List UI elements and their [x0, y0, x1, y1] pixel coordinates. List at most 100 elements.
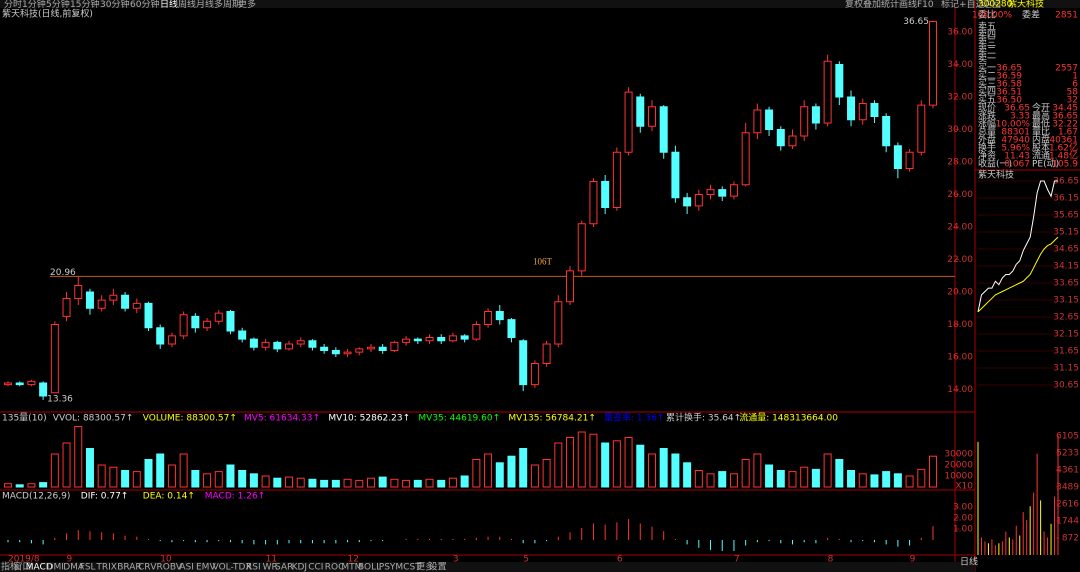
quote-cell: 换手 — [978, 142, 996, 154]
indicator-tab[interactable]: 更多 — [416, 561, 434, 572]
volume-bar — [601, 442, 610, 488]
volume-legend: 累计换手: 35.64↑ — [666, 412, 741, 424]
candle-body — [718, 189, 727, 197]
indicator-tab[interactable]: DMA — [63, 563, 85, 572]
toolbar-tab[interactable]: 日线 — [160, 0, 178, 10]
indicator-tab[interactable]: RSI — [246, 563, 261, 572]
toolbar-tab[interactable]: 15分钟 — [70, 0, 99, 10]
volume-legend: 135量(10) — [2, 413, 47, 424]
candle-body — [97, 299, 106, 309]
quote-cell: 今开 — [1032, 102, 1050, 114]
indicator-tab[interactable]: 指标 — [1, 561, 19, 572]
indicator-tab[interactable]: 窗口 — [13, 561, 31, 572]
indicator-tab[interactable]: OBV — [163, 563, 183, 572]
x-tick-label: 2019/8 — [8, 555, 40, 565]
x-tick-label: 9 — [67, 555, 73, 565]
quote-cell: 流通 — [1032, 150, 1050, 162]
indicator-tab[interactable]: MTM — [341, 563, 362, 572]
candle-body — [15, 382, 24, 386]
x-tick-label: 12 — [348, 555, 359, 565]
intraday-title: 紫天科技 — [978, 169, 1014, 181]
toolbar-tab[interactable]: 多周期 — [214, 0, 241, 10]
toolbar-button[interactable]: F10 — [917, 0, 934, 10]
toolbar-button[interactable]: 画线 — [899, 0, 917, 10]
candle-body — [132, 302, 141, 309]
volume-bar — [331, 479, 340, 488]
intraday-price — [977, 180, 1058, 313]
candle-body — [214, 312, 223, 322]
quote-cell: 2851 — [1055, 11, 1078, 21]
volume-bar — [249, 473, 258, 488]
candle-body — [460, 335, 469, 340]
quote-cell: 买五 — [978, 95, 996, 106]
toolbar-tab[interactable]: 月线 — [196, 0, 214, 10]
y-tick-label: 36.65 — [1053, 177, 1079, 187]
quote-cell: 36.65 — [1052, 112, 1078, 122]
toolbar-tab[interactable]: 更多 — [238, 0, 256, 10]
candle-body — [39, 382, 48, 397]
indicator-tab[interactable]: PSY — [379, 563, 396, 572]
chart-title: 紫天科技(日线,前复权) — [2, 8, 93, 20]
quote-cell: 40361 — [1049, 136, 1078, 146]
toolbar-button[interactable]: +自选 — [959, 0, 985, 10]
indicator-tab[interactable]: EMV — [196, 563, 216, 572]
candle-body — [285, 343, 294, 350]
indicator-tab[interactable]: DMI — [47, 563, 64, 572]
volume-bar — [800, 466, 809, 488]
volume-bar — [917, 468, 926, 488]
candle-body — [413, 338, 422, 342]
candle-body — [577, 223, 586, 272]
toolbar-tab[interactable]: 1分钟 — [22, 0, 46, 10]
quote-cell: 11.43 — [1004, 152, 1030, 162]
y-tick-label: 2616 — [1056, 499, 1079, 509]
indicator-tab[interactable]: BOLL — [358, 563, 381, 572]
volume-bar — [671, 453, 680, 488]
quote-cell: 105.9 — [1052, 160, 1078, 170]
indicator-tab[interactable]: TRIX — [95, 563, 117, 572]
indicator-tab[interactable]: CR — [138, 563, 151, 572]
candle-body — [917, 104, 926, 153]
indicator-tab[interactable]: KDJ — [292, 563, 308, 572]
quote-cell: 2557 — [1055, 64, 1078, 74]
quote-cell: 股本 — [1032, 142, 1050, 154]
indicator-tab[interactable]: SAR — [275, 563, 293, 572]
toolbar-button[interactable]: 叠加 — [863, 0, 881, 10]
indicator-tab[interactable]: MACD — [26, 563, 53, 572]
toolbar-bg — [0, 0, 1080, 8]
indicator-tab[interactable]: WR — [263, 563, 278, 572]
indicator-tab[interactable]: MCST — [395, 563, 421, 572]
volume-bar — [858, 473, 867, 488]
indicator-tab[interactable]: BRAR — [117, 563, 141, 572]
toolbar-tab[interactable]: 分时 — [4, 0, 22, 10]
x-tick-label: 7 — [734, 555, 740, 565]
toolbar-tab[interactable]: 5分钟 — [46, 0, 70, 10]
toolbar-button[interactable]: 标记 — [941, 0, 959, 10]
candle-body — [601, 181, 610, 208]
volume-bar — [226, 464, 235, 488]
indicator-tab[interactable]: ASI — [179, 563, 194, 572]
indicator-tab[interactable]: 设置 — [429, 562, 447, 572]
indicator-tab[interactable]: FSL — [80, 563, 96, 572]
indicator-tab[interactable]: ROC — [325, 563, 345, 572]
y-tick-label: 20000 — [944, 461, 973, 471]
intraday-tab[interactable]: 日线 — [960, 556, 978, 568]
toolbar-tab[interactable]: 30分钟 — [100, 0, 129, 10]
toolbar-tab[interactable]: 周线 — [178, 0, 196, 10]
candle-body — [448, 335, 457, 342]
x-tick-label: 3 — [453, 555, 459, 565]
indicator-tab[interactable]: CCI — [308, 563, 323, 572]
toolbar-button[interactable]: 返回 — [983, 0, 1001, 10]
toolbar-button[interactable]: 复权 — [845, 0, 863, 10]
candle-body — [85, 291, 94, 309]
candle-body — [694, 194, 703, 207]
indicator-tab[interactable]: VOL-TDX — [213, 563, 252, 572]
volume-bar — [425, 478, 434, 488]
volume-bar — [882, 471, 891, 488]
toolbar-tab[interactable]: 60分钟 — [130, 0, 159, 10]
candle-body — [765, 109, 774, 130]
volume-bar — [109, 466, 118, 488]
indicator-tab[interactable]: VR — [150, 563, 162, 572]
toolbar-button[interactable]: 统计 — [881, 0, 899, 10]
candle-body — [624, 91, 633, 153]
